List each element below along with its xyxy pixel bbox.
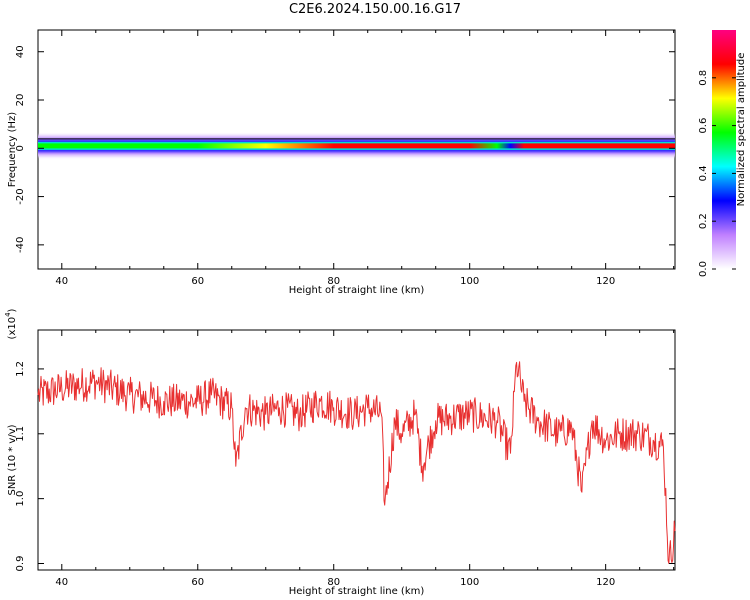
snr-x-axis-label: Height of straight line (km)	[289, 586, 425, 597]
snr-x-tick-label: 80	[327, 577, 340, 588]
colorbar-label: Normalized spectral amplitude	[736, 53, 747, 207]
snr-plot-area	[37, 329, 676, 571]
spectrogram-panel: 40 60 80 100 120 -40 -20 0 20 40 Height of straig…	[7, 29, 676, 296]
snr-y-tick-label: 1.0	[15, 491, 26, 507]
snr-series-line	[37, 361, 676, 564]
exponent-base: (x10	[7, 317, 18, 340]
snr-y-axis-label: SNR (10 * v/v)	[7, 424, 18, 495]
spectrogram-y-axis-label: Frequency (Hz)	[7, 112, 18, 188]
colorbar-tick-label: 0.4	[698, 165, 709, 181]
spectrogram-y-tick-label: -20	[15, 188, 26, 204]
exponent-close: )	[7, 308, 18, 312]
colorbar-tick-label: 0.8	[698, 70, 709, 86]
spectral-band	[38, 134, 675, 157]
spectrogram-axes: 40 60 80 100 120 -40 -20 0 20 40	[15, 30, 675, 287]
spectrogram-x-tick-label: 60	[191, 276, 204, 287]
spectrogram-y-tick-label: 0	[15, 145, 26, 151]
spectrogram-x-tick-label: 40	[55, 276, 68, 287]
exponent-power: 4	[4, 312, 12, 317]
snr-x-tick-label: 120	[596, 577, 615, 588]
snr-y-tick-label: 0.9	[15, 556, 26, 572]
colorbar-gradient	[712, 30, 736, 269]
spectrogram-y-tick-label: 20	[15, 94, 26, 107]
colorbar-ticks: 0.0 0.2 0.4 0.6 0.8	[698, 70, 736, 277]
snr-x-tick-label: 40	[55, 577, 68, 588]
colorbar-tick-label: 0.6	[698, 118, 709, 134]
band-core	[38, 143, 675, 149]
colorbar-tick-label: 0.2	[698, 213, 709, 229]
spectrogram-y-tick-label: 40	[15, 45, 26, 58]
spectrogram-y-tick-label: -40	[15, 237, 26, 253]
spectrogram-x-tick-label: 80	[327, 276, 340, 287]
snr-y-tick-label: 1.1	[15, 426, 26, 442]
figure-title: C2E6.2024.150.00.16.G17	[288, 2, 462, 17]
snr-x-tick-label: 60	[191, 577, 204, 588]
snr-panel: 40 60 80 100 120 0.9 1.0 1.1 1.2 Height of strai…	[4, 308, 676, 597]
spectrogram-x-tick-label: 100	[460, 276, 479, 287]
snr-x-tick-label: 100	[460, 577, 479, 588]
snr-axes: 40 60 80 100 120 0.9 1.0 1.1 1.2	[15, 330, 675, 588]
spectrogram-x-tick-label: 120	[596, 276, 615, 287]
snr-axis-exponent: (x104)	[4, 308, 18, 339]
spectrogram-x-axis-label: Height of straight line (km)	[289, 285, 425, 296]
colorbar-tick-label: 0.0	[698, 261, 709, 277]
snr-y-tick-label: 1.2	[15, 361, 26, 377]
colorbar: 0.0 0.2 0.4 0.6 0.8 Normalized spectral ampl…	[698, 30, 747, 277]
